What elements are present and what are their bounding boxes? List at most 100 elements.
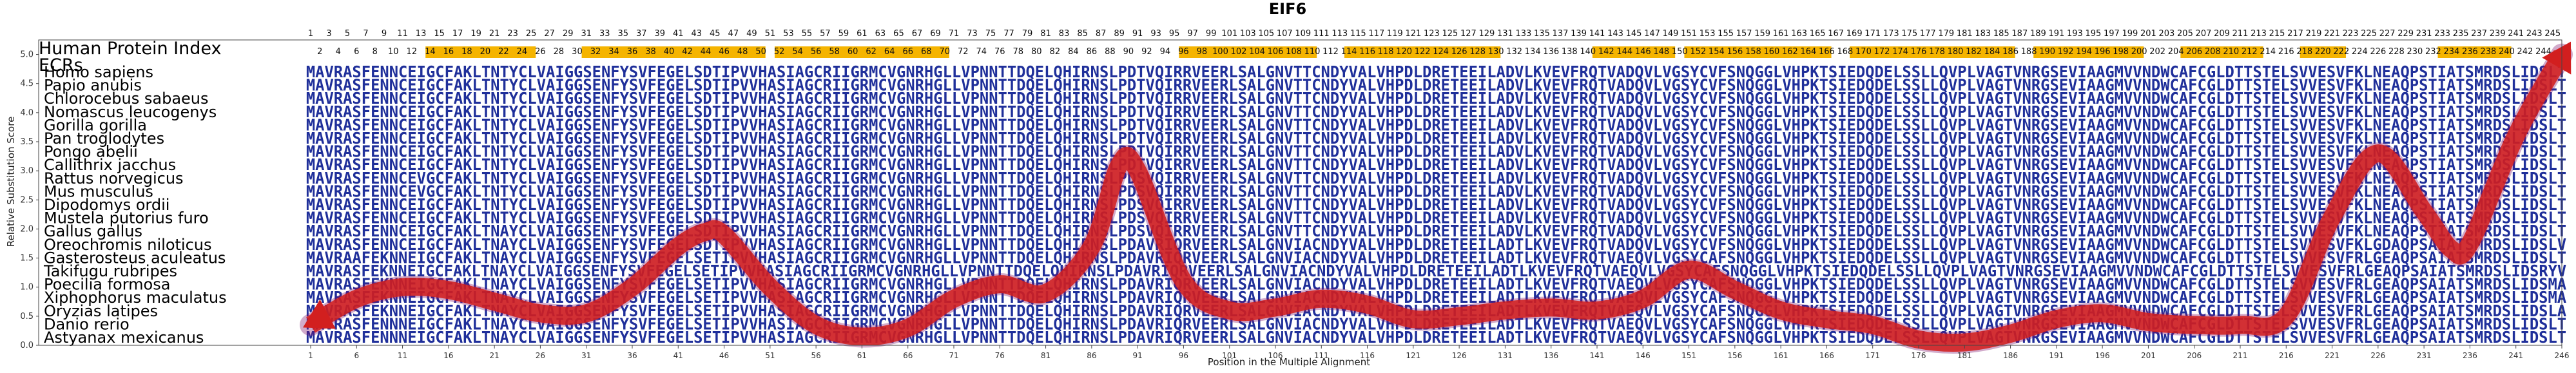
- hpi-number-bottom: 78: [1013, 47, 1024, 57]
- hpi-number-top: 87: [1096, 29, 1107, 39]
- hpi-number-top: 179: [1938, 29, 1954, 39]
- hpi-number-top: 145: [1626, 29, 1642, 39]
- hpi-number-top: 205: [2177, 29, 2193, 39]
- hpi-number-bottom: 70: [939, 47, 950, 57]
- hpi-number-bottom: 86: [1087, 47, 1098, 57]
- hpi-number-bottom: 58: [829, 47, 840, 57]
- hpi-number-bottom: 218: [2296, 47, 2312, 57]
- hpi-number-bottom: 36: [627, 47, 638, 57]
- hpi-number-bottom: 106: [1268, 47, 1284, 57]
- hpi-number-bottom: 138: [1562, 47, 1578, 57]
- hpi-number-top: 217: [2287, 29, 2303, 39]
- hpi-number-bottom: 126: [1451, 47, 1467, 57]
- hpi-number-bottom: 50: [755, 47, 766, 57]
- species-name: Oryzias latipes: [44, 302, 158, 320]
- hpi-number-top: 107: [1277, 29, 1293, 39]
- species-name: Takifugu rubripes: [43, 262, 177, 280]
- x-tick-label: 16: [443, 351, 453, 360]
- hpi-number-bottom: 200: [2131, 47, 2147, 57]
- hpi-number-top: 69: [930, 29, 941, 39]
- x-tick-label: 116: [1360, 351, 1375, 360]
- hpi-number-bottom: 184: [1984, 47, 2000, 57]
- hpi-number-top: 175: [1901, 29, 1917, 39]
- species-sequence: MAVRASFENNCEVGCFAKLTNTYCLVAIGGSENFYSVFEG…: [306, 169, 2566, 187]
- hpi-number-bottom: 56: [811, 47, 822, 57]
- hpi-number-top: 73: [967, 29, 978, 39]
- hpi-number-top: 213: [2251, 29, 2267, 39]
- hpi-number-top: 57: [820, 29, 831, 39]
- y-tick-label: 0.5: [20, 312, 34, 321]
- x-tick-label: 126: [1452, 351, 1467, 360]
- hpi-number-bottom: 228: [2388, 47, 2405, 57]
- species-sequence: MAVRASFEKNNEIGCFAKLTNAYCLVAIGGSENFYSVFEG…: [306, 262, 2566, 280]
- hpi-number-top: 89: [1114, 29, 1125, 39]
- hpi-number-top: 13: [416, 29, 427, 39]
- hpi-number-top: 119: [1387, 29, 1403, 39]
- hpi-number-bottom: 210: [2223, 47, 2239, 57]
- hpi-layer: 1 3 5 7 9 11 13 15 17 19 21 23 25 27 29 31 33 35 37 39 41 43 4…: [308, 29, 2561, 57]
- hpi-number-bottom: 14: [425, 47, 436, 57]
- ecr-region: [774, 46, 949, 58]
- hpi-number-top: 61: [857, 29, 867, 39]
- hpi-number-bottom: 98: [1197, 47, 1208, 57]
- x-tick-label: 121: [1406, 351, 1420, 360]
- hpi-number-bottom: 90: [1123, 47, 1134, 57]
- x-tick-label: 236: [2463, 351, 2477, 360]
- species-sequence: MAVRASFENNCEIGCFAKLTNTYCLVAIGGSENFYSVFEG…: [306, 62, 2566, 81]
- hpi-number-bottom: 202: [2149, 47, 2165, 57]
- hpi-number-bottom: 204: [2168, 47, 2184, 57]
- hpi-number-top: 117: [1368, 29, 1384, 39]
- species-name: Papio anubis: [44, 77, 142, 95]
- species-name: Mus musculus: [44, 182, 153, 200]
- hpi-number-bottom: 2: [317, 47, 322, 57]
- x-tick-label: 61: [857, 351, 867, 360]
- hpi-number-bottom: 206: [2186, 47, 2202, 57]
- hpi-number-top: 77: [1003, 29, 1014, 39]
- x-tick-label: 131: [1498, 351, 1513, 360]
- hpi-number-bottom: 166: [1819, 47, 1835, 57]
- hpi-number-top: 231: [2416, 29, 2432, 39]
- x-tick-label: 76: [995, 351, 1005, 360]
- hpi-number-bottom: 32: [590, 47, 601, 57]
- hpi-number-top: 199: [2122, 29, 2138, 39]
- hpi-number-bottom: 76: [994, 47, 1005, 57]
- hpi-number-top: 133: [1516, 29, 1532, 39]
- hpi-number-top: 59: [838, 29, 849, 39]
- hpi-number-bottom: 40: [664, 47, 675, 57]
- hpi-number-bottom: 6: [354, 47, 359, 57]
- hpi-number-bottom: 104: [1249, 47, 1265, 57]
- hpi-number-bottom: 170: [1855, 47, 1872, 57]
- ecr-region: [1344, 46, 1501, 58]
- hpi-number-bottom: 46: [719, 47, 730, 57]
- hpi-number-bottom: 16: [443, 47, 454, 57]
- hpi-number-top: 147: [1644, 29, 1660, 39]
- hpi-number-bottom: 54: [792, 47, 803, 57]
- hpi-number-top: 165: [1810, 29, 1826, 39]
- hpi-number-top: 125: [1442, 29, 1458, 39]
- hpi-number-bottom: 8: [373, 47, 378, 57]
- y-tick-label: 0.0: [20, 341, 34, 350]
- hpi-number-top: 151: [1681, 29, 1697, 39]
- hpi-number-top: 211: [2232, 29, 2249, 39]
- hpi-number-top: 1: [308, 29, 313, 39]
- species-name: Rattus norvegicus: [44, 169, 184, 187]
- x-tick-label: 166: [1819, 351, 1834, 360]
- hpi-number-top: 113: [1332, 29, 1348, 39]
- hpi-number-bottom: 18: [461, 47, 472, 57]
- hpi-number-top: 31: [581, 29, 592, 39]
- hpi-number-bottom: 48: [737, 47, 748, 57]
- hpi-number-bottom: 238: [2481, 47, 2497, 57]
- hpi-number-top: 25: [526, 29, 537, 39]
- hpi-number-top: 21: [489, 29, 500, 39]
- hpi-number-top: 163: [1791, 29, 1807, 39]
- hpi-number-bottom: 146: [1635, 47, 1651, 57]
- species-name: Callithrix jacchus: [44, 156, 176, 174]
- species-name: Danio rerio: [44, 315, 130, 333]
- ecr-region: [1684, 46, 1832, 58]
- hpi-number-bottom: 230: [2407, 47, 2423, 57]
- hpi-number-bottom: 122: [1415, 47, 1431, 57]
- hpi-number-top: 53: [783, 29, 794, 39]
- y-tick-label: 3.5: [20, 137, 34, 147]
- species-sequence: MAVRASFENNCEIGCFAKLTNTYCLVAIGGSENFYSVFEG…: [306, 155, 2566, 174]
- hpi-number-bottom: 190: [2039, 47, 2055, 57]
